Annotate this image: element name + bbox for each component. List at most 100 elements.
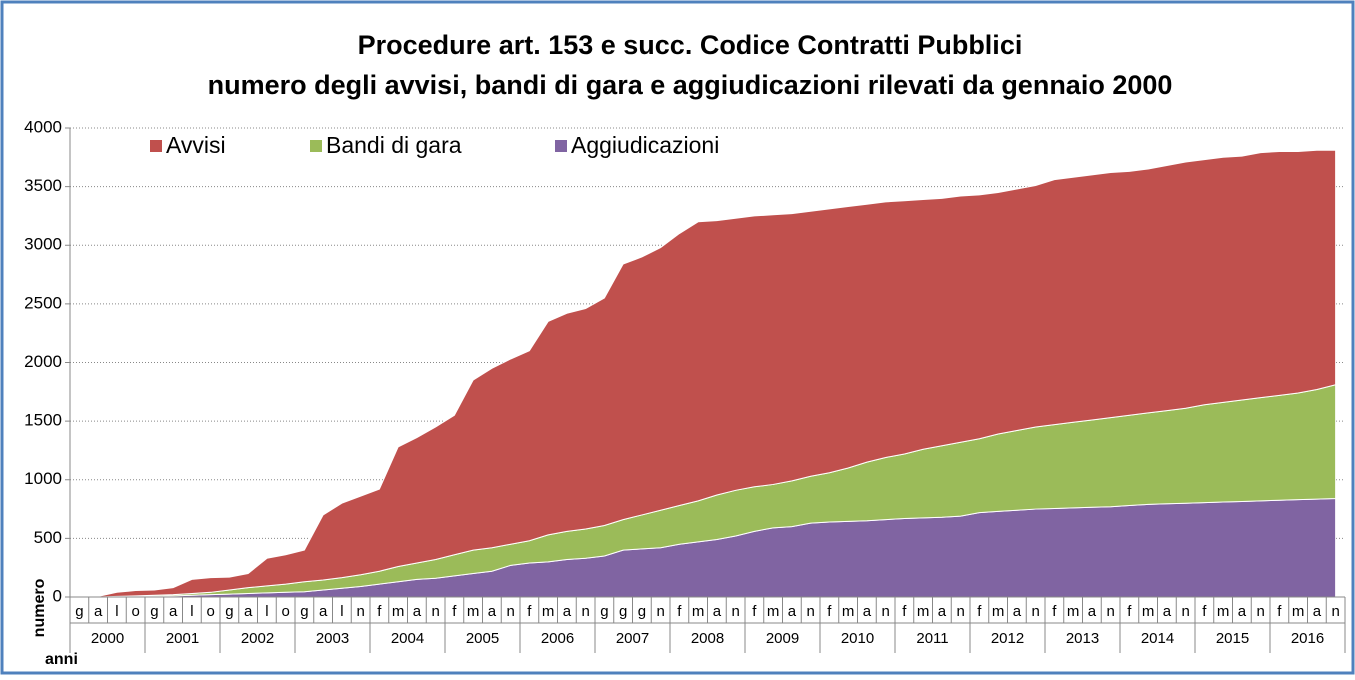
- x-tick-label: g: [300, 603, 308, 620]
- x-tick-label: n: [956, 603, 964, 620]
- x-tick-label: a: [94, 603, 103, 620]
- x-tick-label: o: [131, 603, 139, 620]
- x-tick-label: a: [244, 603, 253, 620]
- y-tick-label: 4000: [24, 117, 62, 136]
- x-tick-label: f: [527, 603, 532, 620]
- year-label: 2004: [391, 630, 424, 647]
- year-label: 2012: [991, 630, 1024, 647]
- x-tick-label: n: [581, 603, 589, 620]
- legend-label: Bandi di gara: [326, 132, 462, 158]
- x-tick-label: a: [319, 603, 328, 620]
- x-tick-label: n: [806, 603, 814, 620]
- legend-label: Avvisi: [166, 132, 226, 158]
- x-tick-label: f: [677, 603, 682, 620]
- x-tick-label: a: [1238, 603, 1247, 620]
- x-tick-label: m: [392, 603, 405, 620]
- y-tick-label: 2500: [24, 293, 62, 312]
- year-label: 2015: [1216, 630, 1249, 647]
- legend-swatch: [310, 140, 322, 152]
- y-tick-label: 500: [34, 528, 62, 547]
- year-label: 2001: [166, 630, 199, 647]
- x-tick-label: m: [542, 603, 555, 620]
- x-tick-label: n: [1031, 603, 1039, 620]
- x-tick-label: a: [1013, 603, 1022, 620]
- y-tick-label: 3000: [24, 235, 62, 254]
- year-label: 2016: [1291, 630, 1324, 647]
- y-tick-label: 1500: [24, 411, 62, 430]
- x-tick-label: a: [1088, 603, 1097, 620]
- x-tick-label: g: [600, 603, 608, 620]
- x-tick-label: g: [150, 603, 158, 620]
- year-label: 2010: [841, 630, 874, 647]
- year-label: 2008: [691, 630, 724, 647]
- x-tick-label: g: [225, 603, 233, 620]
- x-tick-label: m: [1292, 603, 1305, 620]
- x-tick-label: f: [827, 603, 832, 620]
- x-tick-label: m: [767, 603, 780, 620]
- x-tick-label: l: [190, 603, 193, 620]
- x-tick-label: m: [992, 603, 1005, 620]
- y-tick-label: 3500: [24, 176, 62, 195]
- x-tick-label: m: [917, 603, 930, 620]
- x-tick-label: a: [788, 603, 797, 620]
- x-tick-label: n: [1256, 603, 1264, 620]
- year-label: 2005: [466, 630, 499, 647]
- x-tick-label: n: [881, 603, 889, 620]
- x-tick-label: a: [1163, 603, 1172, 620]
- y-axis-label: numero: [31, 578, 48, 637]
- x-tick-label: f: [752, 603, 757, 620]
- x-tick-label: o: [281, 603, 289, 620]
- year-label: 2003: [316, 630, 349, 647]
- x-tick-label: n: [1181, 603, 1189, 620]
- x-tick-label: n: [356, 603, 364, 620]
- x-tick-label: m: [1067, 603, 1080, 620]
- x-tick-label: a: [1313, 603, 1322, 620]
- year-label: 2013: [1066, 630, 1099, 647]
- x-tick-label: a: [169, 603, 178, 620]
- x-tick-label: f: [977, 603, 982, 620]
- year-label: 2000: [91, 630, 124, 647]
- x-tick-label: f: [902, 603, 907, 620]
- x-tick-label: l: [340, 603, 343, 620]
- chart-subtitle: numero degli avvisi, bandi di gara e agg…: [208, 70, 1173, 100]
- year-label: 2006: [541, 630, 574, 647]
- x-tick-label: a: [488, 603, 497, 620]
- x-tick-label: n: [731, 603, 739, 620]
- x-tick-label: l: [265, 603, 268, 620]
- x-tick-label: o: [206, 603, 214, 620]
- x-tick-label: m: [1217, 603, 1230, 620]
- x-tick-label: a: [938, 603, 947, 620]
- x-tick-label: a: [563, 603, 572, 620]
- x-tick-label: n: [1331, 603, 1339, 620]
- legend-label: Aggiudicazioni: [571, 132, 719, 158]
- y-tick-label: 0: [53, 586, 62, 605]
- year-label: 2007: [616, 630, 649, 647]
- x-tick-label: g: [638, 603, 646, 620]
- year-label: 2011: [916, 630, 948, 647]
- x-tick-label: g: [75, 603, 83, 620]
- x-tick-label: f: [452, 603, 457, 620]
- x-tick-label: f: [1277, 603, 1282, 620]
- x-tick-label: n: [656, 603, 664, 620]
- x-tick-label: m: [842, 603, 855, 620]
- x-tick-label: f: [1127, 603, 1132, 620]
- x-tick-label: a: [413, 603, 422, 620]
- x-tick-label: n: [506, 603, 514, 620]
- x-tick-label: f: [377, 603, 382, 620]
- x-tick-label: l: [115, 603, 118, 620]
- year-label: 2009: [766, 630, 799, 647]
- x-tick-label: m: [692, 603, 705, 620]
- chart-title: Procedure art. 153 e succ. Codice Contra…: [358, 30, 1023, 60]
- x-tick-label: m: [1142, 603, 1155, 620]
- area: [79, 149, 1337, 598]
- x-tick-label: n: [431, 603, 439, 620]
- x-tick-label: a: [713, 603, 722, 620]
- legend-swatch: [150, 140, 162, 152]
- x-tick-label: n: [1106, 603, 1114, 620]
- legend-swatch: [555, 140, 567, 152]
- x-tick-label: a: [863, 603, 872, 620]
- year-label: 2002: [241, 630, 274, 647]
- y-tick-label: 1000: [24, 469, 62, 488]
- x-tick-label: g: [619, 603, 627, 620]
